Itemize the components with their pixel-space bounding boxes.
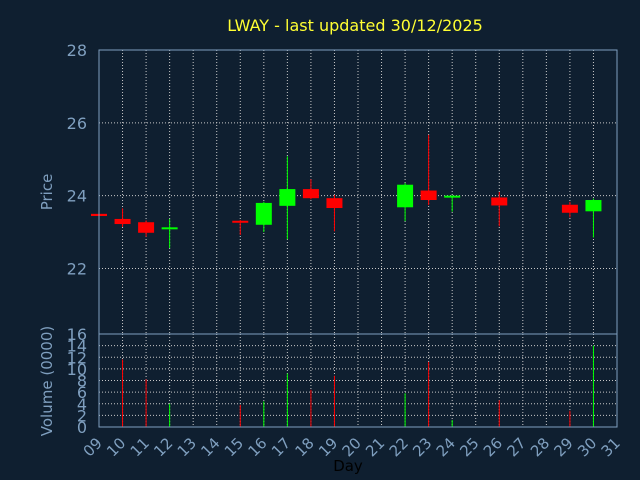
- x-tick-label: 25: [456, 434, 482, 460]
- candle-body: [279, 189, 296, 206]
- candle-body: [444, 195, 461, 198]
- x-tick-label: 18: [292, 434, 318, 460]
- candle-body: [114, 218, 131, 225]
- candle-body: [232, 220, 249, 223]
- volume-tick-label: 12: [67, 348, 87, 367]
- x-tick-label: 15: [221, 434, 247, 460]
- x-tick-label: 21: [362, 434, 388, 460]
- candle-body: [138, 222, 155, 233]
- volume-tick-label: 10: [67, 360, 87, 379]
- volume-tick-label: 4: [77, 395, 87, 414]
- price-tick-label: 24: [67, 187, 87, 206]
- candle-body: [161, 227, 178, 230]
- volume-plot-frame: [98, 333, 618, 428]
- volume-axis-label: Volume (0000): [38, 326, 56, 436]
- volume-bars: [122, 345, 594, 427]
- candle-body: [585, 200, 602, 212]
- x-tick-label: 12: [150, 434, 176, 460]
- x-tick-label: 13: [174, 434, 200, 460]
- volume-grid: [99, 334, 617, 427]
- candle-body: [561, 204, 578, 213]
- candle-body: [420, 190, 437, 201]
- chart-title: LWAY - last updated 30/12/2025: [227, 16, 483, 35]
- price-tick-labels: 22 24 26 28: [67, 41, 87, 278]
- candle-body: [326, 198, 343, 209]
- price-axis-label: Price: [38, 174, 56, 211]
- x-tick-label: 10: [103, 434, 129, 460]
- x-tick-label: 11: [127, 434, 153, 460]
- price-tick-label: 26: [67, 114, 87, 133]
- x-tick-label: 23: [409, 434, 435, 460]
- x-tick-label: 22: [386, 434, 412, 460]
- x-tick-label: 27: [503, 434, 529, 460]
- candle-body: [302, 189, 319, 199]
- x-tick-label: 17: [268, 434, 294, 460]
- candles: [91, 134, 602, 249]
- candle-body: [491, 197, 508, 206]
- volume-tick-label: 6: [77, 383, 87, 402]
- volume-tick-label: 0: [77, 418, 87, 437]
- x-tick-label: 29: [551, 434, 577, 460]
- x-axis-label: Day: [333, 457, 363, 475]
- x-tick-label: 30: [574, 434, 600, 460]
- volume-tick-label: 2: [77, 406, 87, 425]
- candle-body: [397, 184, 414, 208]
- price-grid: [99, 50, 617, 334]
- x-tick-label: 16: [244, 434, 270, 460]
- x-tick-label: 31: [598, 434, 624, 460]
- x-tick-label: 28: [527, 434, 553, 460]
- price-tick-label: 28: [67, 41, 87, 60]
- x-tick-label: 14: [197, 434, 223, 460]
- x-tick-label: 24: [433, 434, 459, 460]
- volume-tick-label: 14: [67, 337, 87, 356]
- candle-body: [255, 202, 272, 225]
- x-tick-label: 09: [80, 434, 106, 460]
- x-tick-label: 26: [480, 434, 506, 460]
- volume-tick-label: 8: [77, 372, 87, 391]
- volume-tick-label: 16: [67, 325, 87, 344]
- price-tick-label: 22: [67, 259, 87, 278]
